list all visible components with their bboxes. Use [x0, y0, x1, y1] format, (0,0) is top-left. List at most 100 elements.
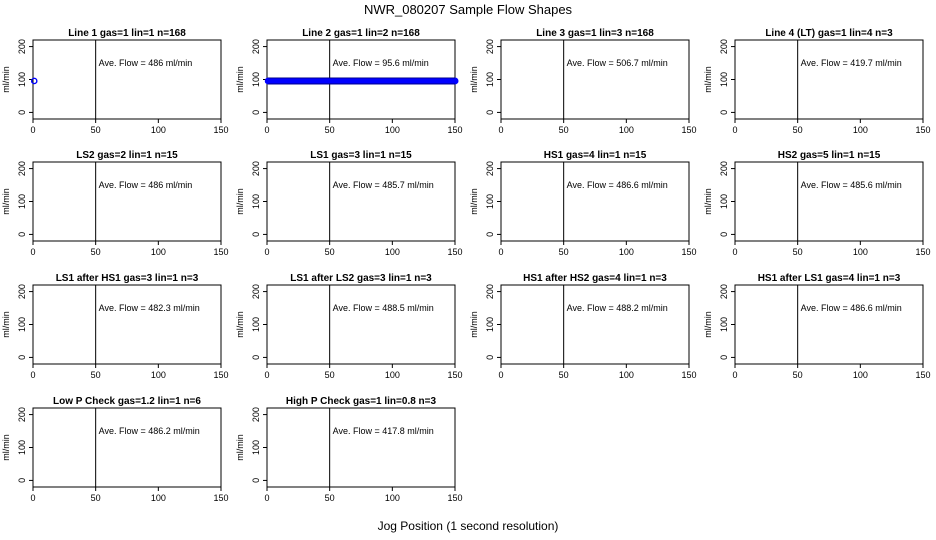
- x-tick-label: 0: [264, 125, 269, 135]
- panel-8: HS2 gas=5 lin=1 n=15 0 50 100 150 0 100 200 ml/m…: [703, 150, 931, 257]
- y-tick-label: 200: [251, 284, 261, 299]
- y-tick-label: 200: [17, 39, 27, 54]
- y-tick-label: 200: [485, 284, 495, 299]
- panel-title: HS1 gas=4 lin=1 n=15: [544, 150, 647, 161]
- y-axis-label: ml/min: [469, 188, 479, 215]
- x-tick-label: 0: [264, 370, 269, 380]
- y-axis-label: ml/min: [235, 66, 245, 93]
- y-tick-label: 200: [485, 161, 495, 176]
- x-tick-label: 50: [91, 247, 101, 257]
- x-tick-label: 100: [385, 493, 400, 503]
- y-tick-label: 0: [251, 110, 261, 115]
- y-tick-label: 0: [485, 355, 495, 360]
- average-flow-label: Ave. Flow = 95.6 ml/min: [333, 58, 429, 68]
- y-tick-label: 0: [17, 232, 27, 237]
- y-tick-label: 0: [719, 110, 729, 115]
- x-tick-label: 100: [151, 125, 166, 135]
- y-tick-label: 0: [719, 232, 729, 237]
- y-tick-label: 0: [17, 355, 27, 360]
- x-tick-label: 0: [264, 247, 269, 257]
- average-flow-label: Ave. Flow = 486.6 ml/min: [567, 180, 668, 190]
- average-flow-label: Ave. Flow = 485.6 ml/min: [801, 180, 902, 190]
- panel-2: Line 2 gas=1 lin=2 n=168 0 50 100 150 0 100 200…: [235, 28, 463, 135]
- y-tick-label: 200: [251, 161, 261, 176]
- y-tick-label: 100: [17, 72, 27, 87]
- y-axis-label: ml/min: [703, 188, 713, 215]
- panel-7: HS1 gas=4 lin=1 n=15 0 50 100 150 0 100 200 ml/m…: [469, 150, 697, 257]
- x-tick-label: 150: [681, 125, 696, 135]
- x-tick-label: 100: [853, 370, 868, 380]
- y-tick-label: 100: [485, 194, 495, 209]
- panel-13: Low P Check gas=1.2 lin=1 n=6 0 50 100 150 0 1…: [1, 396, 229, 503]
- plot-frame: [500, 161, 690, 242]
- y-tick-label: 0: [251, 478, 261, 483]
- x-tick-label: 0: [30, 493, 35, 503]
- plot-frame: [266, 161, 456, 242]
- x-tick-label: 0: [732, 247, 737, 257]
- average-flow-label: Ave. Flow = 488.5 ml/min: [333, 303, 434, 313]
- x-tick-label: 150: [447, 493, 462, 503]
- average-flow-label: Ave. Flow = 419.7 ml/min: [801, 58, 902, 68]
- x-tick-label: 100: [853, 247, 868, 257]
- y-tick-label: 200: [17, 284, 27, 299]
- y-tick-label: 200: [251, 407, 261, 422]
- panel-title: Low P Check gas=1.2 lin=1 n=6: [53, 396, 201, 407]
- y-tick-label: 200: [485, 39, 495, 54]
- average-flow-label: Ave. Flow = 486 ml/min: [99, 180, 193, 190]
- y-tick-label: 200: [719, 39, 729, 54]
- average-flow-label: Ave. Flow = 506.7 ml/min: [567, 58, 668, 68]
- panel-9: LS1 after HS1 gas=3 lin=1 n=3 0 50 100 150 0 1…: [1, 273, 229, 380]
- x-tick-label: 50: [325, 247, 335, 257]
- y-axis-label: ml/min: [703, 66, 713, 93]
- plot-frame: [32, 284, 222, 365]
- y-axis-label: ml/min: [235, 434, 245, 461]
- plot-frame: [500, 284, 690, 365]
- data-point: [30, 77, 38, 85]
- panel-title: HS1 after HS2 gas=4 lin=1 n=3: [523, 273, 667, 284]
- y-tick-label: 100: [485, 72, 495, 87]
- x-tick-label: 50: [793, 247, 803, 257]
- x-tick-label: 100: [853, 125, 868, 135]
- panel-title: HS1 after LS1 gas=4 lin=1 n=3: [758, 273, 901, 284]
- plot-frame: [734, 39, 924, 120]
- x-tick-label: 0: [30, 125, 35, 135]
- x-tick-label: 50: [91, 370, 101, 380]
- y-tick-label: 0: [251, 232, 261, 237]
- x-tick-label: 50: [559, 247, 569, 257]
- average-flow-label: Ave. Flow = 488.2 ml/min: [567, 303, 668, 313]
- y-axis-label: ml/min: [1, 66, 11, 93]
- x-tick-label: 150: [681, 370, 696, 380]
- y-tick-label: 200: [719, 161, 729, 176]
- panel-5: LS2 gas=2 lin=1 n=15 0 50 100 150 0 100 200 ml/m…: [1, 150, 229, 257]
- panel-6: LS1 gas=3 lin=1 n=15 0 50 100 150 0 100 200 ml/m…: [235, 150, 463, 257]
- panel-title: High P Check gas=1 lin=0.8 n=3: [286, 396, 437, 407]
- y-axis-label: ml/min: [235, 188, 245, 215]
- plot-frame: [32, 39, 222, 120]
- x-tick-label: 50: [91, 493, 101, 503]
- x-tick-label: 0: [30, 370, 35, 380]
- y-tick-label: 200: [251, 39, 261, 54]
- y-axis-label: ml/min: [235, 311, 245, 338]
- y-axis-label: ml/min: [703, 311, 713, 338]
- y-tick-label: 0: [719, 355, 729, 360]
- plot-frame: [266, 284, 456, 365]
- x-tick-label: 100: [619, 247, 634, 257]
- y-tick-label: 100: [719, 317, 729, 332]
- average-flow-label: Ave. Flow = 417.8 ml/min: [333, 426, 434, 436]
- average-flow-label: Ave. Flow = 486.6 ml/min: [801, 303, 902, 313]
- figure-x-label: Jog Position (1 second resolution): [377, 519, 559, 533]
- y-tick-label: 100: [251, 194, 261, 209]
- plot-frame: [734, 161, 924, 242]
- x-tick-label: 150: [681, 247, 696, 257]
- y-tick-label: 0: [17, 110, 27, 115]
- x-tick-label: 100: [619, 125, 634, 135]
- panel-title: Line 4 (LT) gas=1 lin=4 n=3: [765, 28, 893, 39]
- x-tick-label: 50: [325, 370, 335, 380]
- x-tick-label: 150: [915, 125, 930, 135]
- panel-11: HS1 after HS2 gas=4 lin=1 n=3 0 50 100 150 0 1…: [469, 273, 697, 380]
- x-tick-label: 150: [213, 247, 228, 257]
- panel-10: LS1 after LS2 gas=3 lin=1 n=3 0 50 100 150 0 1…: [235, 273, 463, 380]
- y-tick-label: 0: [251, 355, 261, 360]
- x-tick-label: 150: [213, 125, 228, 135]
